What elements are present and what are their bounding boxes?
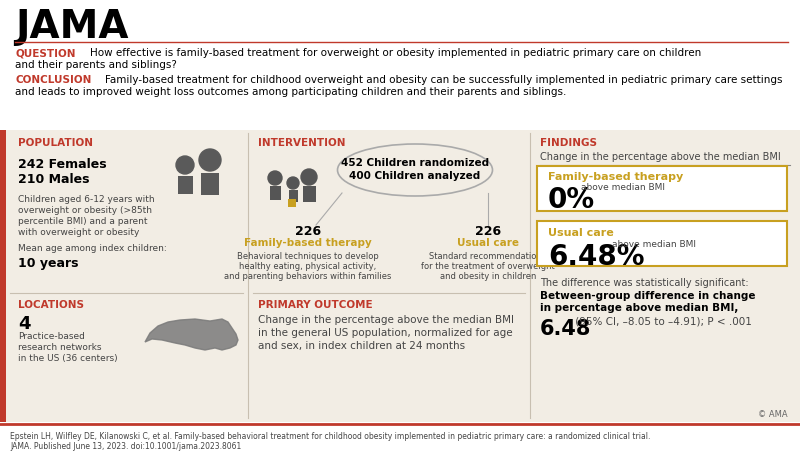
Text: JAMA. Published June 13, 2023. doi:10.1001/jama.2023.8061: JAMA. Published June 13, 2023. doi:10.10… — [10, 442, 242, 451]
Text: Family-based treatment for childhood overweight and obesity can be successfully : Family-based treatment for childhood ove… — [105, 75, 782, 85]
Text: and leads to improved weight loss outcomes among participating children and thei: and leads to improved weight loss outcom… — [15, 87, 566, 97]
Text: Children aged 6-12 years with: Children aged 6-12 years with — [18, 195, 154, 204]
Text: research networks: research networks — [18, 343, 102, 352]
Text: 242 Females: 242 Females — [18, 158, 106, 171]
Text: 400 Children analyzed: 400 Children analyzed — [350, 171, 481, 181]
Text: above median BMI: above median BMI — [581, 183, 665, 192]
Text: 210 Males: 210 Males — [18, 173, 90, 186]
Text: Change in the percentage above the median BMI: Change in the percentage above the media… — [258, 315, 514, 325]
Circle shape — [199, 149, 221, 171]
Circle shape — [287, 177, 299, 189]
Text: Change in the percentage above the median BMI: Change in the percentage above the media… — [540, 152, 781, 162]
Text: POPULATION: POPULATION — [18, 138, 93, 148]
Text: 226: 226 — [475, 225, 501, 238]
Text: Standard recommendations: Standard recommendations — [430, 252, 546, 261]
Text: The difference was statistically significant:: The difference was statistically signifi… — [540, 278, 749, 288]
Text: Usual care: Usual care — [548, 228, 614, 238]
Text: overweight or obesity (>85th: overweight or obesity (>85th — [18, 206, 152, 215]
Text: Behavioral techniques to develop: Behavioral techniques to develop — [237, 252, 379, 261]
FancyBboxPatch shape — [537, 221, 787, 266]
Text: Epstein LH, Wilfley DE, Kilanowski C, et al. Family-based behavioral treatment f: Epstein LH, Wilfley DE, Kilanowski C, et… — [10, 432, 650, 441]
Text: © AMA: © AMA — [758, 410, 788, 419]
Text: INTERVENTION: INTERVENTION — [258, 138, 346, 148]
Text: 0%: 0% — [548, 186, 595, 214]
Text: CONCLUSION: CONCLUSION — [15, 75, 91, 85]
Text: and their parents and siblings?: and their parents and siblings? — [15, 60, 177, 70]
Text: Usual care: Usual care — [457, 238, 519, 248]
Bar — [0, 130, 6, 422]
Text: Family-based therapy: Family-based therapy — [548, 172, 683, 182]
Text: with overweight or obesity: with overweight or obesity — [18, 228, 139, 237]
Text: Mean age among index children:: Mean age among index children: — [18, 244, 166, 253]
Text: for the treatment of overweight: for the treatment of overweight — [421, 262, 555, 271]
Text: 4: 4 — [18, 315, 30, 333]
Bar — [178, 176, 193, 194]
Text: FINDINGS: FINDINGS — [540, 138, 597, 148]
Text: (95% CI, –8.05 to –4.91); P < .001: (95% CI, –8.05 to –4.91); P < .001 — [572, 317, 752, 327]
Circle shape — [268, 171, 282, 185]
Circle shape — [301, 169, 317, 185]
Text: in percentage above median BMI,: in percentage above median BMI, — [540, 303, 738, 313]
Text: Practice-based: Practice-based — [18, 332, 85, 341]
FancyBboxPatch shape — [537, 166, 787, 211]
Polygon shape — [145, 319, 238, 350]
Bar — [270, 186, 281, 200]
Text: and obesity in children: and obesity in children — [440, 272, 536, 281]
Text: 452 Children randomized: 452 Children randomized — [341, 158, 489, 168]
Bar — [0, 0, 800, 130]
Bar — [289, 190, 298, 202]
Text: above median BMI: above median BMI — [612, 240, 696, 249]
Text: in the general US population, normalized for age: in the general US population, normalized… — [258, 328, 513, 338]
Text: PRIMARY OUTCOME: PRIMARY OUTCOME — [258, 300, 373, 310]
Circle shape — [176, 156, 194, 174]
Bar — [288, 199, 296, 207]
Bar — [302, 186, 315, 202]
Text: How effective is family-based treatment for overweight or obesity implemented in: How effective is family-based treatment … — [90, 48, 702, 58]
Text: 226: 226 — [295, 225, 321, 238]
Text: in the US (36 centers): in the US (36 centers) — [18, 354, 118, 363]
Bar — [0, 424, 800, 451]
Text: 6.48%: 6.48% — [548, 243, 645, 271]
Bar — [0, 130, 800, 422]
Text: LOCATIONS: LOCATIONS — [18, 300, 84, 310]
Text: JAMA: JAMA — [15, 8, 129, 46]
Text: and sex, in index children at 24 months: and sex, in index children at 24 months — [258, 341, 465, 351]
Text: Family-based therapy: Family-based therapy — [244, 238, 372, 248]
Text: 10 years: 10 years — [18, 257, 78, 270]
Text: and parenting behaviors within families: and parenting behaviors within families — [224, 272, 392, 281]
Bar — [201, 173, 219, 195]
Text: QUESTION: QUESTION — [15, 48, 75, 58]
Text: healthy eating, physical activity,: healthy eating, physical activity, — [239, 262, 377, 271]
Text: percentile BMI) and a parent: percentile BMI) and a parent — [18, 217, 147, 226]
Text: Between-group difference in change: Between-group difference in change — [540, 291, 755, 301]
Text: 6.48: 6.48 — [540, 319, 591, 339]
